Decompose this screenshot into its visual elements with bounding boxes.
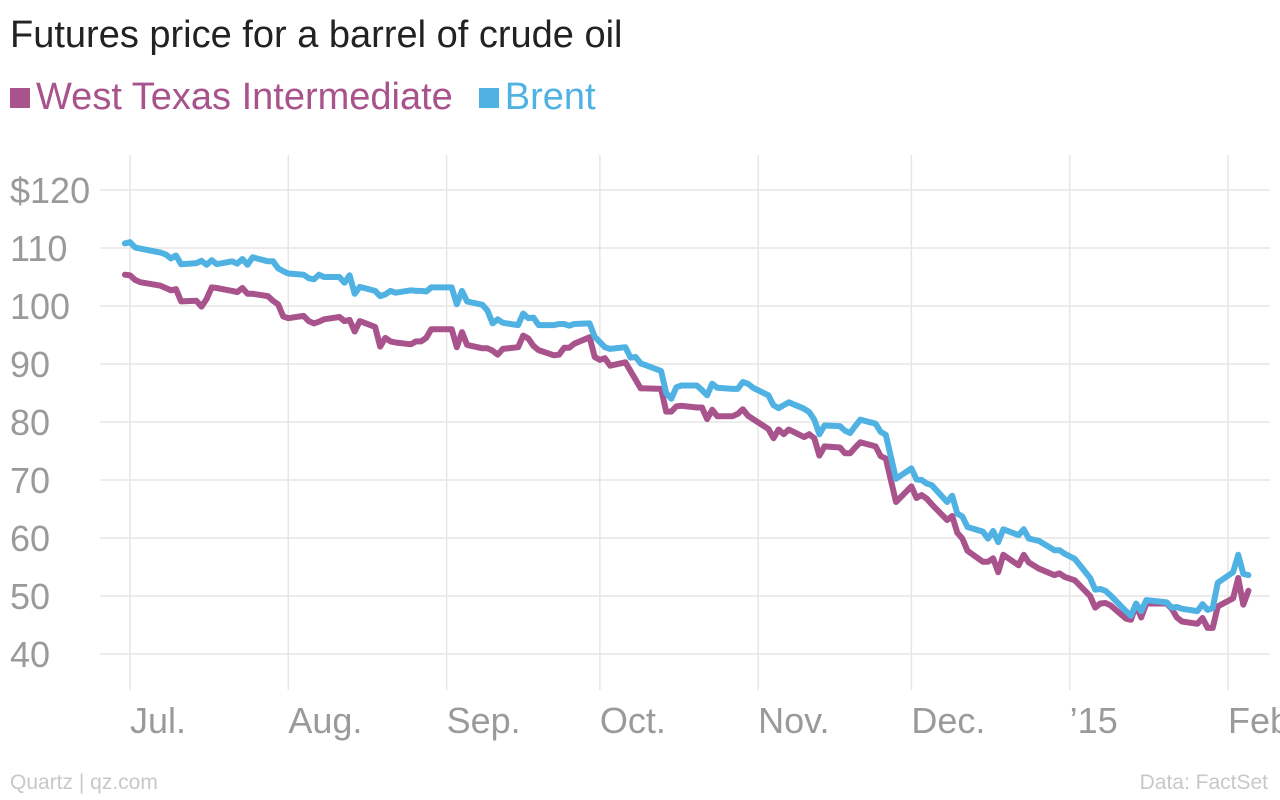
- y-tick-label: 100: [10, 286, 70, 327]
- y-tick-label: 70: [10, 460, 50, 501]
- legend-item-wti: West Texas Intermediate: [10, 76, 453, 119]
- line-chart: $120 110 100 90 80 70 60 50 40 Jul. Aug. Sep. Oct. No…: [10, 155, 1280, 741]
- y-tick-label: 90: [10, 344, 50, 385]
- y-tick-label: 40: [10, 634, 50, 675]
- y-tick-label: 80: [10, 402, 50, 443]
- footer-source-right: Data: FactSet: [1139, 771, 1268, 794]
- x-tick-label: Feb.: [1228, 700, 1280, 741]
- x-tick-label: Oct.: [600, 700, 666, 741]
- x-tick-label: Jul.: [130, 700, 186, 741]
- chart-title: Futures price for a barrel of crude oil: [10, 14, 623, 56]
- legend-label-wti: West Texas Intermediate: [36, 76, 453, 118]
- y-tick-label: 110: [10, 228, 67, 269]
- legend-label-brent: Brent: [504, 76, 596, 118]
- x-tick-label: Aug.: [288, 700, 362, 741]
- legend: West Texas Intermediate Brent: [10, 76, 622, 119]
- legend-item-brent: Brent: [478, 76, 596, 119]
- x-tick-label: ’15: [1070, 700, 1118, 741]
- x-tick-label: Sep.: [447, 700, 521, 741]
- y-tick-label: $120: [10, 170, 90, 211]
- y-tick-label: 50: [10, 576, 50, 617]
- legend-swatch-brent: [478, 87, 499, 108]
- footer-source-left: Quartz | qz.com: [10, 771, 158, 794]
- x-tick-label: Nov.: [758, 700, 829, 741]
- series-line-wti: [121, 271, 1252, 631]
- legend-swatch-wti: [10, 87, 30, 108]
- y-tick-label: 60: [10, 518, 50, 559]
- x-tick-label: Dec.: [911, 700, 985, 741]
- series-line-brent: [121, 239, 1252, 619]
